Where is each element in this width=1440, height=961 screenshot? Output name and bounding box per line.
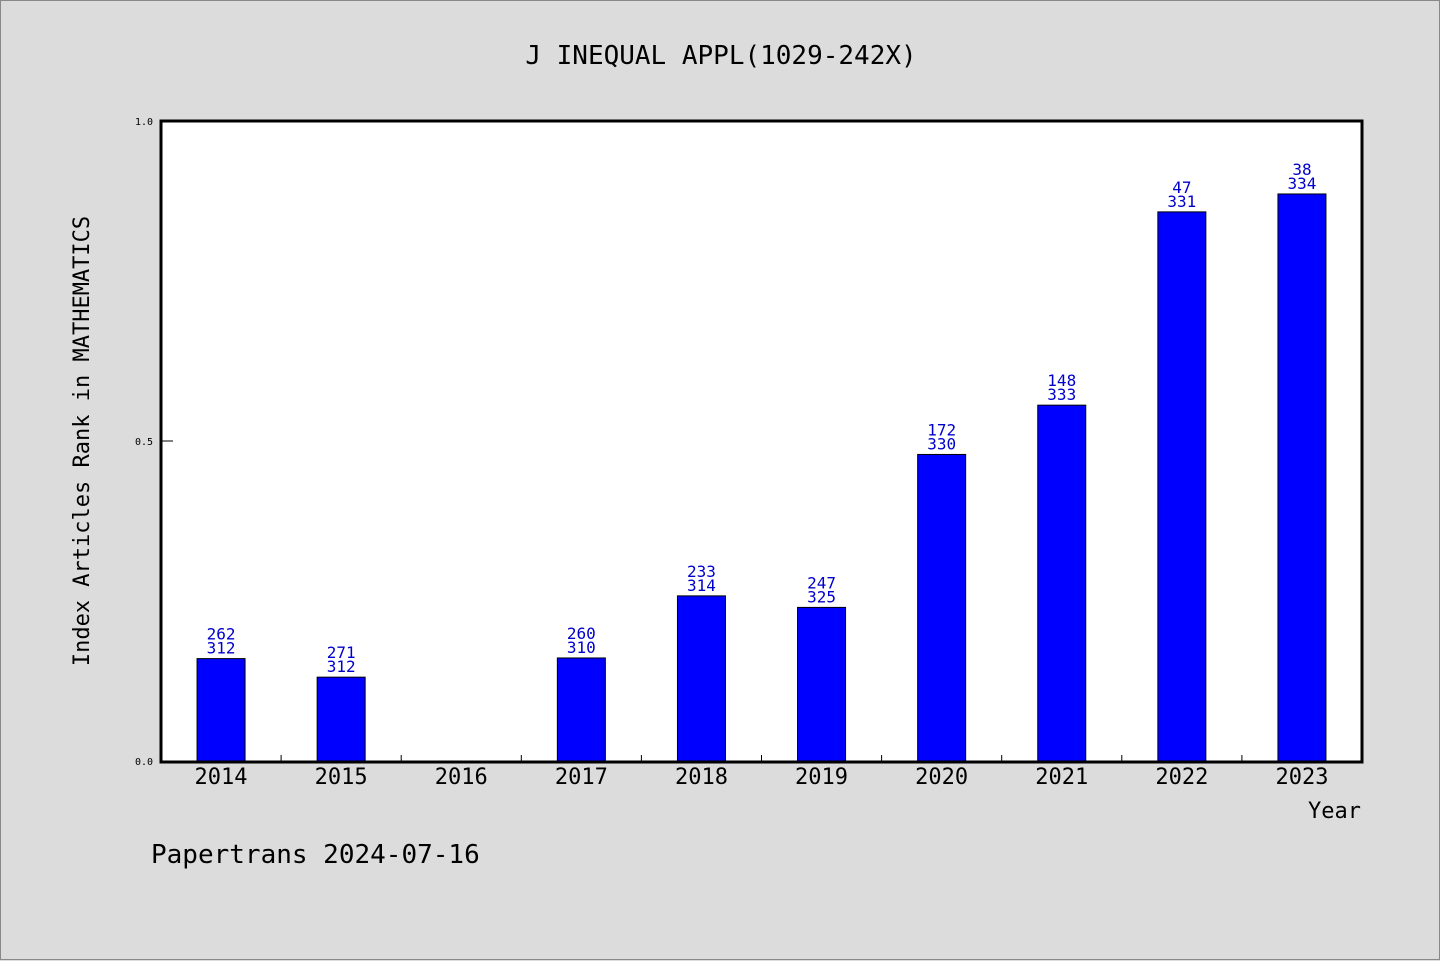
bar (556, 657, 606, 762)
y-axis-label: Index Articles Rank in MATHEMATICS (70, 216, 95, 666)
y-tick-label: 1.0 (135, 117, 153, 128)
x-tick-label: 2015 (315, 765, 368, 790)
x-ticks-group: 2014 2015 2016 2017 2018 2019 2020 2021 2022 2023 (195, 755, 1328, 790)
x-tick-label: 2019 (795, 765, 848, 790)
rank-label: 233 (687, 562, 716, 581)
y-tick-label: 0.5 (135, 437, 153, 448)
x-tick-label: 2022 (1155, 765, 1208, 790)
total-label: 314 (687, 576, 716, 595)
plot-border (159, 119, 1364, 764)
total-label: 325 (807, 587, 836, 606)
total-label: 330 (927, 434, 956, 453)
x-tick-label: 2014 (195, 765, 248, 790)
bar (1277, 193, 1327, 762)
total-label: 310 (567, 638, 596, 657)
footer-credit: Papertrans 2024-07-16 (151, 840, 480, 870)
bar (1157, 211, 1207, 762)
x-tick-label: 2017 (555, 765, 608, 790)
rank-label: 47 (1172, 178, 1191, 197)
bars-group (196, 193, 1327, 762)
x-tick-label: 2021 (1035, 765, 1088, 790)
x-tick-label: 2016 (435, 765, 488, 790)
rank-label: 260 (567, 624, 596, 643)
total-label: 312 (207, 639, 236, 658)
rank-label: 271 (327, 643, 356, 662)
rank-label: 262 (207, 625, 236, 644)
total-label: 312 (327, 657, 356, 676)
rank-label: 38 (1292, 160, 1311, 179)
total-label: 334 (1287, 174, 1316, 193)
x-axis-label: Year (1308, 799, 1361, 824)
bar (1037, 404, 1087, 762)
bar (196, 658, 246, 762)
x-tick-label: 2018 (675, 765, 728, 790)
x-tick-label: 2023 (1275, 765, 1328, 790)
bar (316, 676, 366, 762)
y-tick-label: 0.0 (135, 757, 153, 768)
rank-label: 172 (927, 420, 956, 439)
bar (676, 595, 726, 762)
bar (917, 453, 967, 762)
chart-title: J INEQUAL APPL(1029-242X) (525, 41, 916, 71)
bar (797, 606, 847, 762)
rank-label: 247 (807, 573, 836, 592)
total-label: 333 (1047, 385, 1076, 404)
total-label: 331 (1167, 192, 1196, 211)
x-tick-label: 2020 (915, 765, 968, 790)
rank-label: 148 (1047, 371, 1076, 390)
